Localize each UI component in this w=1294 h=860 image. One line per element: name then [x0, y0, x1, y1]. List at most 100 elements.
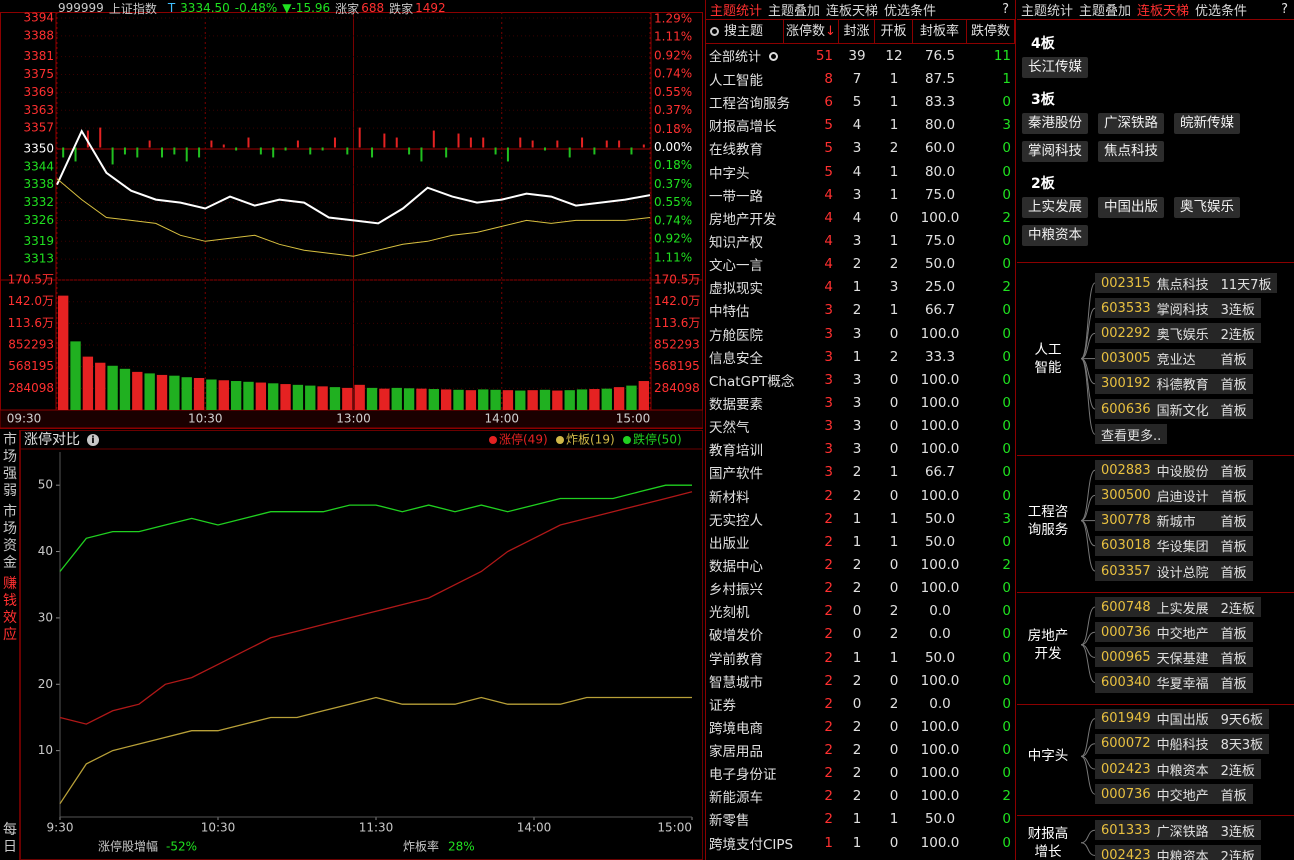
stock-button[interactable]: 长江传媒: [1022, 57, 1088, 78]
column-header[interactable]: 跌停数: [967, 19, 1015, 44]
table-row[interactable]: 新材料 2 2 0 100.0 0: [706, 484, 1015, 507]
column-header[interactable]: 开板: [875, 19, 913, 44]
stock-item[interactable]: 002423 中粮资本 2连板: [1095, 845, 1261, 860]
stock-item[interactable]: 603357 设计总院 首板: [1095, 561, 1253, 581]
table-row[interactable]: 跨境电商 2 2 0 100.0 0: [706, 715, 1015, 738]
cell: 1: [889, 649, 899, 666]
table-row[interactable]: 天然气 3 3 0 100.0 0: [706, 415, 1015, 438]
stock-item[interactable]: 603533 掌阅科技 3连板: [1095, 298, 1261, 319]
cell: 100.0: [920, 418, 960, 435]
level-label: 4板: [1031, 36, 1055, 52]
stock-button[interactable]: 焦点科技: [1098, 141, 1164, 162]
stock-item[interactable]: 300500 启迪设计 首板: [1095, 485, 1253, 506]
cell: 100.0: [920, 556, 960, 573]
stock-code: 002315: [1101, 275, 1151, 291]
help[interactable]: ?: [1281, 2, 1288, 17]
table-row[interactable]: 无实控人 2 1 1 50.0 3: [706, 507, 1015, 530]
more-button[interactable]: 查看更多..: [1095, 424, 1168, 445]
cell: 0: [852, 695, 862, 712]
table-row[interactable]: 破增发价 2 0 2 0.0 0: [706, 623, 1015, 646]
table-row[interactable]: 新零售 2 1 1 50.0 0: [706, 808, 1015, 831]
stock-item[interactable]: 600340 华夏幸福 首板: [1095, 672, 1253, 693]
table-row[interactable]: 中字头 5 4 1 80.0 0: [706, 160, 1015, 183]
table-row[interactable]: ChatGPT概念 3 3 0 100.0 0: [706, 368, 1015, 391]
help[interactable]: ?: [1002, 2, 1009, 17]
table-row[interactable]: 财报高增长 5 4 1 80.0 3: [706, 114, 1015, 137]
table-row[interactable]: 数据中心 2 2 0 100.0 2: [706, 553, 1015, 576]
stock-button[interactable]: 上实发展: [1022, 197, 1088, 218]
stock-item[interactable]: 003005 竞业达 首板: [1095, 348, 1253, 369]
table-row[interactable]: 教育培训 3 3 0 100.0 0: [706, 438, 1015, 461]
table-row[interactable]: 在线教育 5 3 2 60.0 0: [706, 137, 1015, 160]
tab[interactable]: 连板天梯: [826, 4, 879, 19]
volume-bar: [478, 389, 489, 410]
table-row[interactable]: 文心一言 4 2 2 50.0 0: [706, 253, 1015, 276]
table-row[interactable]: 中特估 3 2 1 66.7 0: [706, 299, 1015, 322]
stock-item[interactable]: 600636 国新文化 首板: [1095, 399, 1253, 419]
tab[interactable]: 主题统计: [710, 4, 763, 19]
stock-item[interactable]: 601949 中国出版 9天6板: [1095, 708, 1270, 729]
stock-button[interactable]: 中国出版: [1098, 197, 1164, 218]
cell: 教育培训: [709, 443, 763, 460]
table-row[interactable]: 电子身份证 2 2 0 100.0 0: [706, 762, 1015, 785]
column-header[interactable]: 封板率: [913, 19, 967, 44]
stock-item[interactable]: 002292 奥飞娱乐 2连板: [1095, 323, 1261, 344]
table-row[interactable]: 乡村振兴 2 2 0 100.0 0: [706, 577, 1015, 600]
stock-item[interactable]: 600748 上实发展 2连板: [1095, 597, 1261, 617]
stock-item[interactable]: 603018 华设集团 首板: [1095, 535, 1253, 556]
table-row[interactable]: 虚拟现实 4 1 3 25.0 2: [706, 276, 1015, 299]
table-row[interactable]: 新能源车 2 2 0 100.0 2: [706, 785, 1015, 808]
stock-button[interactable]: 皖新传媒: [1174, 113, 1240, 134]
stock-item[interactable]: 000736 中交地产 首板: [1095, 622, 1253, 643]
table-row[interactable]: 学前教育 2 1 1 50.0 0: [706, 646, 1015, 669]
table-row[interactable]: 信息安全 3 1 2 33.3 0: [706, 345, 1015, 368]
search-cell[interactable]: 搜主题: [706, 19, 784, 44]
stock-button[interactable]: 广深铁路: [1098, 113, 1164, 134]
table-row[interactable]: 方舱医院 3 3 0 100.0 0: [706, 322, 1015, 345]
table-row[interactable]: 数据要素 3 3 0 100.0 0: [706, 391, 1015, 414]
board-count: 首板: [1220, 353, 1247, 369]
column-header[interactable]: 封涨: [839, 19, 875, 44]
table-row[interactable]: 跨境支付CIPS 1 1 0 100.0 0: [706, 831, 1015, 854]
board-count: 2连板: [1220, 601, 1255, 617]
table-row[interactable]: 工程咨询服务 6 5 1 83.3 0: [706, 91, 1015, 114]
table-row[interactable]: 一带一路 4 3 1 75.0 0: [706, 183, 1015, 206]
cell: 2: [1002, 209, 1011, 226]
stock-item[interactable]: 300778 新城市 首板: [1095, 510, 1253, 531]
table-row[interactable]: 智慧城市 2 2 0 100.0 0: [706, 669, 1015, 692]
stock-item[interactable]: 000736 中交地产 首板: [1095, 784, 1253, 805]
stock-button[interactable]: 秦港股份: [1022, 113, 1088, 134]
tab[interactable]: 主题统计: [1021, 4, 1074, 19]
stock-item[interactable]: 600072 中船科技 8天3板: [1095, 733, 1270, 754]
side-tab[interactable]: 每日: [3, 822, 17, 855]
table-row[interactable]: 国产软件 3 2 1 66.7 0: [706, 461, 1015, 484]
table-row[interactable]: 房地产开发 4 4 0 100.0 2: [706, 206, 1015, 229]
stock-button[interactable]: 奥飞娱乐: [1174, 197, 1240, 218]
side-tab[interactable]: 市场强弱: [3, 432, 17, 499]
stock-item[interactable]: 002423 中粮资本 2连板: [1095, 759, 1261, 779]
y-tick-label: 3332: [23, 195, 54, 209]
tab[interactable]: 优选条件: [884, 4, 937, 19]
table-row[interactable]: 证券 2 0 2 0.0 0: [706, 692, 1015, 715]
stock-item[interactable]: 002315 焦点科技 11天7板: [1095, 273, 1278, 293]
table-row[interactable]: 光刻机 2 0 2 0.0 0: [706, 600, 1015, 623]
tab[interactable]: 连板天梯: [1137, 4, 1190, 19]
stock-item[interactable]: 000965 天保基建 首板: [1095, 647, 1253, 668]
stock-item[interactable]: 300192 科德教育 首板: [1095, 373, 1253, 394]
stock-button[interactable]: 中粮资本: [1022, 225, 1088, 246]
tree-link: [1080, 494, 1096, 522]
tab[interactable]: 主题叠加: [768, 4, 821, 19]
breadth-bar: [581, 137, 584, 148]
stock-item[interactable]: 002883 中设股份 首板: [1095, 460, 1253, 481]
table-row[interactable]: 家居用品 2 2 0 100.0 0: [706, 739, 1015, 762]
tab[interactable]: 主题叠加: [1079, 4, 1132, 19]
column-header[interactable]: 涨停数↓: [784, 19, 839, 44]
table-row[interactable]: 出版业 2 1 1 50.0 0: [706, 530, 1015, 553]
side-tab[interactable]: 赚钱效应: [3, 576, 17, 643]
stock-item[interactable]: 601333 广深铁路 3连板: [1095, 820, 1261, 841]
table-row[interactable]: 人工智能 8 7 1 87.5 1: [706, 68, 1015, 91]
side-tab[interactable]: 市场资金: [3, 504, 17, 571]
table-row[interactable]: 知识产权 4 3 1 75.0 0: [706, 229, 1015, 252]
stock-button[interactable]: 掌阅科技: [1022, 141, 1088, 162]
tab[interactable]: 优选条件: [1195, 4, 1248, 19]
